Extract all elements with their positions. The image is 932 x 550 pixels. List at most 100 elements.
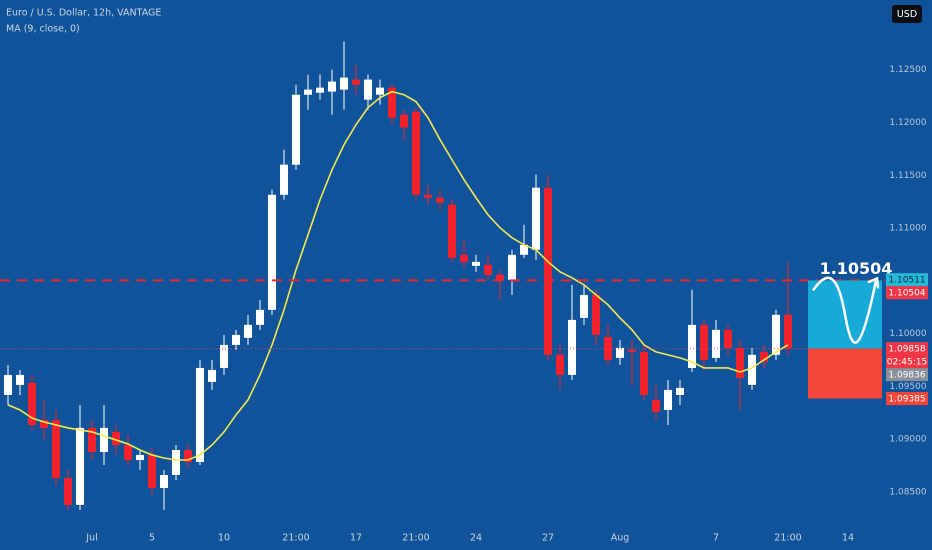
candle-body (520, 244, 528, 255)
y-tick-label: 1.08500 (889, 487, 926, 497)
candle-body (124, 445, 132, 461)
candle-body (292, 94, 300, 165)
candle-body (304, 89, 312, 95)
candle-body (160, 474, 168, 488)
x-tick-label: 21:00 (774, 533, 801, 544)
candle-body (688, 324, 696, 368)
x-tick-label: 5 (149, 533, 155, 544)
legend-symbol: Euro / U.S. Dollar, 12h, VANTAGE (6, 8, 161, 19)
candle-body (388, 87, 396, 118)
candle-body (112, 431, 120, 446)
arrow-head (867, 276, 880, 289)
candle-body (436, 197, 444, 203)
y-tick-label: 1.09500 (889, 382, 926, 392)
x-tick-label: 17 (350, 533, 362, 544)
candle-body (172, 449, 180, 475)
candle-body (532, 187, 540, 250)
candle-body (700, 324, 708, 360)
candle-body (544, 187, 552, 355)
candle-body (76, 427, 84, 505)
level-label: 1.10504 (820, 259, 893, 278)
candle-body (280, 164, 288, 195)
candle-body (412, 111, 420, 195)
candle-body (64, 477, 72, 505)
candle-body (364, 79, 372, 100)
candle-body (376, 87, 384, 95)
plot-area (0, 41, 885, 511)
candle-body (196, 367, 204, 463)
candle-body (220, 344, 228, 368)
wave-arrow (811, 276, 878, 344)
price-badge (886, 342, 928, 369)
candle-body (508, 254, 516, 280)
candle-body (580, 294, 588, 318)
candle-body (136, 454, 144, 461)
candle-body (472, 261, 480, 266)
candle-body (568, 319, 576, 375)
price-badge-label: 1.10504 (888, 289, 925, 299)
currency-button[interactable] (892, 5, 922, 23)
y-tick-label: 1.12500 (889, 65, 926, 75)
candle-body (712, 329, 720, 358)
price-badge-label: 1.09385 (888, 395, 925, 405)
price-badge (886, 286, 928, 300)
candle-body (760, 351, 768, 362)
candle-body (424, 194, 432, 198)
currency-label[interactable]: USD (897, 9, 917, 20)
x-tick-label: 27 (542, 533, 554, 544)
x-tick-label: 24 (470, 533, 482, 544)
candle-body (400, 114, 408, 128)
candle-body (16, 374, 24, 385)
y-tick-label: 1.11000 (889, 224, 926, 234)
candle-body (88, 427, 96, 452)
candle-body (628, 349, 636, 352)
price-badge-label: 1.10511 (888, 276, 925, 286)
candle-body (736, 347, 744, 378)
candle-body (640, 351, 648, 395)
legend-ma: MA (9, close, 0) (6, 24, 80, 35)
y-tick-label: 1.12000 (889, 118, 926, 128)
candle-body (340, 77, 348, 90)
candle-body (484, 264, 492, 275)
candle-body (652, 399, 660, 412)
candle-body (208, 369, 216, 382)
candle-body (592, 294, 600, 335)
x-tick-label: 21:00 (402, 533, 429, 544)
y-tick-label: 1.11500 (889, 171, 926, 181)
price-axis: 1.08500 1.09000 1.09500 1.10000 1.11000 1.115… (886, 65, 928, 497)
price-badge-label: 1.09836 (888, 371, 925, 381)
candle-body (232, 334, 240, 345)
candle-body (748, 354, 756, 385)
candle-body (448, 204, 456, 258)
candle-body (784, 314, 792, 349)
candle-body (148, 454, 156, 488)
candle-body (28, 382, 36, 425)
candle-body (604, 336, 612, 360)
candle-body (772, 314, 780, 355)
y-tick-label: 1.09000 (889, 435, 926, 445)
price-badge-label: 1.09858 (888, 345, 925, 355)
price-badge (886, 368, 928, 382)
overlay: 1.10504 (808, 259, 892, 399)
candle-body (100, 427, 108, 452)
x-tick-label: 14 (842, 533, 854, 544)
x-tick-label: Aug (611, 533, 630, 544)
candle-body (316, 87, 324, 93)
x-tick-label: 7 (713, 533, 719, 544)
x-tick-label: 21:00 (282, 533, 309, 544)
candle-body (40, 419, 48, 428)
price-badge (886, 273, 928, 287)
candle-body (4, 374, 12, 395)
candle-body (52, 419, 60, 478)
target-box-lower (808, 348, 882, 399)
candle-body (460, 254, 468, 262)
candle-body (724, 329, 732, 348)
candle-body (664, 389, 672, 410)
candle-body (676, 387, 684, 395)
x-tick-label: 10 (218, 533, 230, 544)
y-tick-label: 1.10000 (889, 329, 926, 339)
candle-body (256, 309, 264, 325)
candle-body (244, 324, 252, 338)
candle-body (352, 79, 360, 85)
